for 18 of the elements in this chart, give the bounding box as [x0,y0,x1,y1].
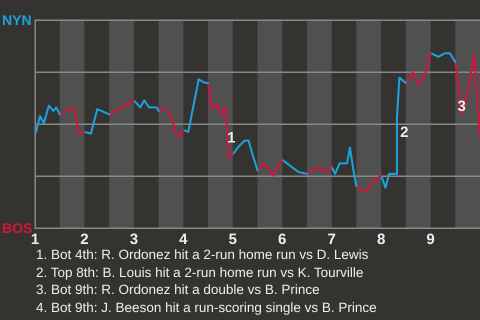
text: 1. Bot 4th: R. Ordonez hit a 2-run home run vs D. Lewis [36,246,370,264]
x-tick-label: 3 [130,231,138,248]
text: 3. Bot 9th: R. Ordonez hit a double vs B. Prince [36,281,321,298]
text: BOS [2,220,32,236]
annotation: 3 [458,98,466,116]
x-tick-label: 2 [80,231,89,248]
x-tick-label: 4 [179,231,188,248]
text: 2. Top 8th: B. Louis hit a 2-run home run vs K. Tourville [36,264,364,281]
x-tick-label: 9 [426,231,435,248]
text: NYN [2,12,32,28]
annotation: 2 [400,124,409,142]
text: 4. Bot 9th: J. Beeson hit a run-scoring single vs B. Prince [36,298,377,316]
x-tick-label: 1 [30,231,40,248]
x-tick-label: 5 [228,231,237,248]
annotation: 1 [227,129,236,146]
x-tick-label: 6 [278,231,286,248]
x-tick-label: 8 [376,231,386,248]
x-tick-label: 7 [327,231,336,248]
